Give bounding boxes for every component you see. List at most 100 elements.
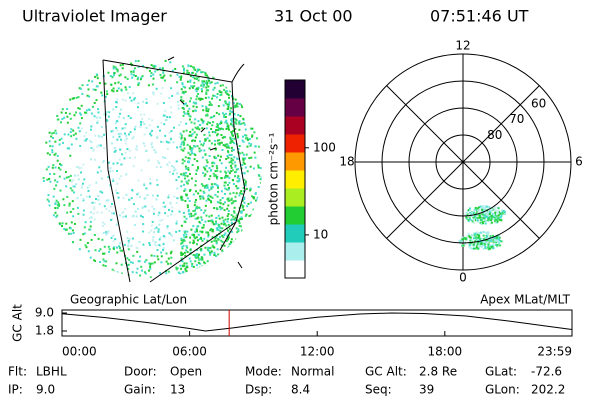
pixel (156, 125, 159, 128)
pixel (203, 261, 205, 264)
pixel (96, 121, 99, 124)
pixel (230, 120, 233, 123)
pixel (152, 65, 155, 68)
pixel (148, 269, 150, 272)
pixel (168, 97, 171, 99)
pixel (150, 75, 152, 77)
pixel (209, 200, 212, 202)
pixel (175, 160, 178, 163)
pixel (143, 113, 146, 116)
pixel (98, 82, 101, 85)
pixel (478, 208, 481, 211)
pixel (141, 269, 143, 272)
pixel (183, 230, 186, 233)
pixel (93, 206, 96, 209)
pixel (194, 180, 197, 183)
pixel (248, 138, 251, 140)
pixel (203, 167, 206, 170)
pixel (482, 222, 484, 225)
pixel (128, 258, 131, 261)
pixel (84, 139, 87, 142)
pixel (493, 208, 496, 211)
pixel (147, 209, 150, 212)
pixel (144, 205, 147, 208)
pixel (236, 135, 239, 138)
pixel (231, 169, 234, 172)
pixel (82, 213, 85, 216)
pixel (118, 245, 121, 248)
pixel (139, 274, 142, 277)
pixel (194, 230, 197, 233)
pixel (128, 198, 131, 201)
pixel (151, 83, 154, 86)
pixel (52, 214, 55, 217)
pixel (114, 66, 117, 69)
pixel (76, 166, 79, 168)
pixel (228, 154, 231, 156)
pixel (189, 248, 192, 251)
pixel (243, 123, 246, 126)
pixel (203, 133, 206, 136)
pixel (165, 252, 168, 255)
pixel (142, 100, 145, 103)
pixel (474, 247, 477, 250)
pixel (206, 161, 209, 164)
pixel (207, 89, 210, 92)
pixel (217, 253, 220, 256)
pixel (147, 159, 150, 162)
pixel (192, 214, 195, 217)
pixel (120, 175, 123, 178)
pixel (218, 127, 220, 130)
pixel (130, 70, 133, 73)
pixel (168, 116, 171, 119)
pixel (111, 170, 114, 173)
pixel (158, 238, 161, 241)
pixel (483, 212, 486, 215)
pixel (187, 157, 190, 160)
pixel (180, 254, 183, 256)
pixel (230, 123, 233, 126)
pixel (138, 240, 141, 243)
pixel (99, 116, 102, 119)
pixel (70, 135, 73, 138)
pixel (148, 69, 151, 72)
pixel (230, 241, 232, 243)
pixel (48, 131, 51, 134)
pixel (144, 260, 147, 263)
pixel (237, 230, 240, 232)
pixel (230, 202, 233, 205)
pixel (96, 211, 99, 214)
pixel (236, 136, 239, 139)
pixel (111, 76, 114, 79)
pixel (162, 201, 165, 204)
pixel (177, 104, 180, 107)
pixel (214, 170, 217, 173)
pixel (184, 156, 187, 159)
pixel (251, 127, 254, 130)
pixel (213, 239, 216, 242)
pixel (223, 113, 226, 116)
pixel (133, 97, 136, 100)
pixel (215, 220, 217, 223)
pixel (201, 80, 204, 83)
pixel (232, 134, 235, 137)
pixel (113, 246, 116, 249)
pixel (45, 141, 48, 144)
pixel (249, 189, 252, 192)
pixel (183, 215, 186, 218)
pixel (112, 74, 115, 77)
pixel (71, 229, 74, 232)
pixel (469, 209, 472, 212)
pixel (244, 137, 247, 140)
pixel (240, 216, 243, 219)
pixel (166, 215, 169, 217)
pixel (140, 265, 143, 268)
pixel (184, 86, 186, 89)
pixel (140, 76, 143, 79)
pixel (190, 177, 193, 180)
pixel (478, 245, 481, 248)
pixel (496, 217, 499, 220)
pixel (155, 87, 158, 90)
pixel (152, 91, 155, 94)
pixel (82, 199, 85, 202)
